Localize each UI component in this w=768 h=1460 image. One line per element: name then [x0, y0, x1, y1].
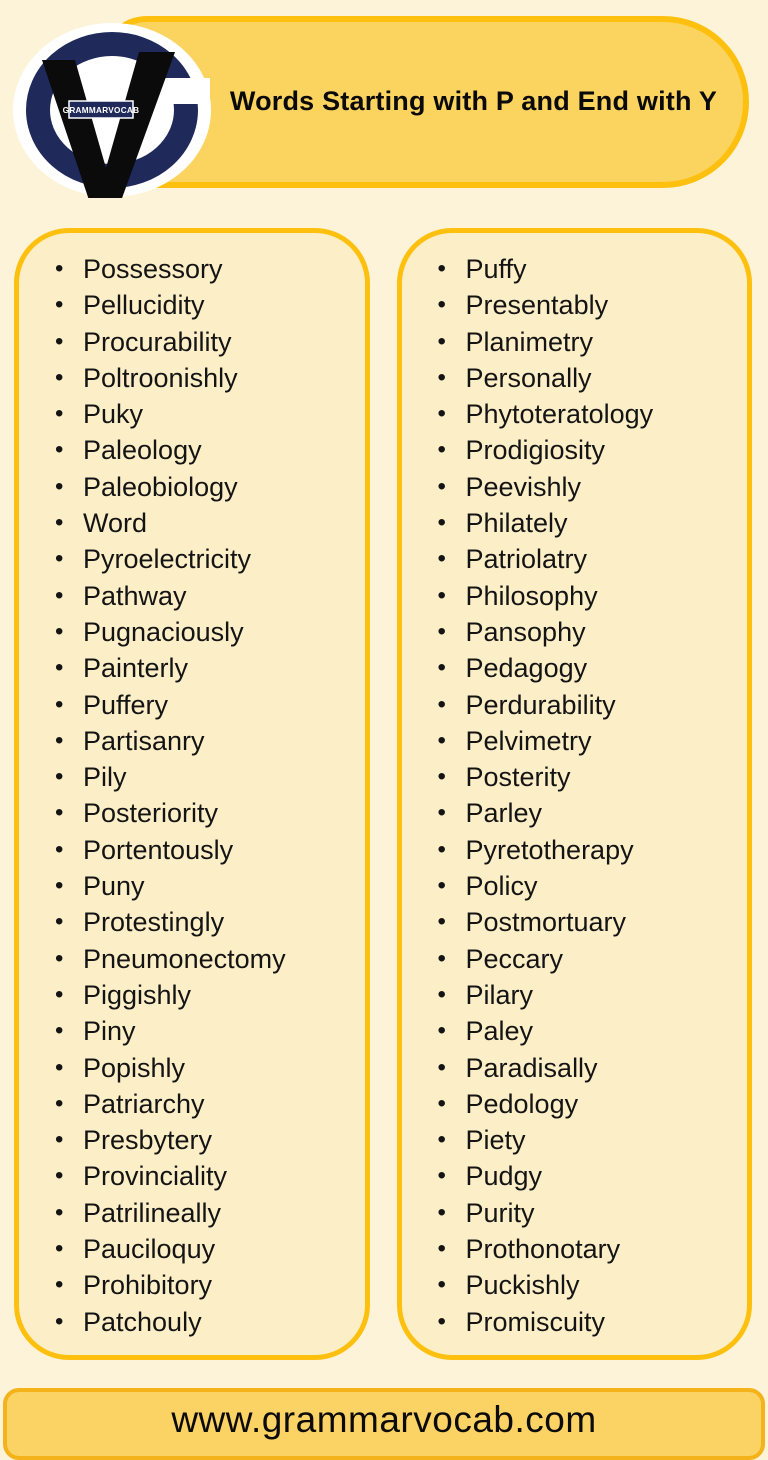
word-item: Paleobiology	[19, 469, 357, 506]
word-item: Paleology	[19, 432, 357, 469]
word-item: Puckishly	[402, 1267, 740, 1304]
word-item: Peevishly	[402, 469, 740, 506]
word-item: Postmortuary	[402, 904, 740, 941]
word-item: Prodigiosity	[402, 432, 740, 469]
page-title: Words Starting with P and End with Y	[229, 86, 718, 117]
word-item: Policy	[402, 868, 740, 905]
word-item: Pedology	[402, 1086, 740, 1123]
word-item: Presbytery	[19, 1122, 357, 1159]
word-item: Popishly	[19, 1050, 357, 1087]
word-item: Pugnaciously	[19, 614, 357, 651]
word-item: Pily	[19, 759, 357, 796]
word-item: Puny	[19, 868, 357, 905]
word-item: Purity	[402, 1195, 740, 1232]
word-item: Pansophy	[402, 614, 740, 651]
word-item: Peccary	[402, 941, 740, 978]
word-item: Provinciality	[19, 1158, 357, 1195]
word-item: Puffy	[402, 251, 740, 288]
word-item: Philately	[402, 505, 740, 542]
word-item: Portentously	[19, 832, 357, 869]
word-item: Planimetry	[402, 324, 740, 361]
grammarvocab-logo-icon: GRAMMARVOCAB	[13, 23, 211, 212]
word-item: Pathway	[19, 578, 357, 615]
footer-bar: www.grammarvocab.com	[3, 1388, 765, 1460]
word-item: Perdurability	[402, 687, 740, 724]
word-item: Painterly	[19, 650, 357, 687]
word-item: Piny	[19, 1013, 357, 1050]
word-item: Patriolatry	[402, 541, 740, 578]
word-item: Protestingly	[19, 904, 357, 941]
word-panels: PossessoryPellucidityProcurabilityPoltro…	[14, 228, 752, 1360]
word-item: Prothonotary	[402, 1231, 740, 1268]
word-item: Patriarchy	[19, 1086, 357, 1123]
word-item: Pyroelectricity	[19, 541, 357, 578]
word-item: Puffery	[19, 687, 357, 724]
word-item: Pneumonectomy	[19, 941, 357, 978]
word-item: Posteriority	[19, 795, 357, 832]
word-item: Prohibitory	[19, 1267, 357, 1304]
word-item: Patrilineally	[19, 1195, 357, 1232]
website-url: www.grammarvocab.com	[171, 1399, 597, 1440]
word-item: Philosophy	[402, 578, 740, 615]
word-item: Pauciloquy	[19, 1231, 357, 1268]
word-item: Paradisally	[402, 1050, 740, 1087]
word-item: Piety	[402, 1122, 740, 1159]
word-item: Parley	[402, 795, 740, 832]
word-item: Pudgy	[402, 1158, 740, 1195]
word-item: Pedagogy	[402, 650, 740, 687]
word-item: Promiscuity	[402, 1304, 740, 1341]
word-item: Paley	[402, 1013, 740, 1050]
word-item: Poltroonishly	[19, 360, 357, 397]
word-item: Pelvimetry	[402, 723, 740, 760]
word-panel-right: PuffyPresentablyPlanimetryPersonallyPhyt…	[396, 228, 752, 1360]
word-item: Personally	[402, 360, 740, 397]
word-item: Pilary	[402, 977, 740, 1014]
grammarvocab-logo: GRAMMARVOCAB	[12, 22, 212, 212]
word-item: Piggishly	[19, 977, 357, 1014]
word-item: Patchouly	[19, 1304, 357, 1341]
word-item: Word	[19, 505, 357, 542]
word-item: Pyretotherapy	[402, 832, 740, 869]
word-panel-left: PossessoryPellucidityProcurabilityPoltro…	[14, 228, 370, 1360]
word-item: Phytoteratology	[402, 396, 740, 433]
word-item: Partisanry	[19, 723, 357, 760]
word-list-left: PossessoryPellucidityProcurabilityPoltro…	[19, 251, 357, 1340]
logo-badge-text: GRAMMARVOCAB	[63, 106, 140, 115]
word-item: Pellucidity	[19, 287, 357, 324]
word-item: Posterity	[402, 759, 740, 796]
word-list-right: PuffyPresentablyPlanimetryPersonallyPhyt…	[402, 251, 740, 1340]
word-item: Puky	[19, 396, 357, 433]
word-item: Presentably	[402, 287, 740, 324]
word-item: Procurability	[19, 324, 357, 361]
word-item: Possessory	[19, 251, 357, 288]
